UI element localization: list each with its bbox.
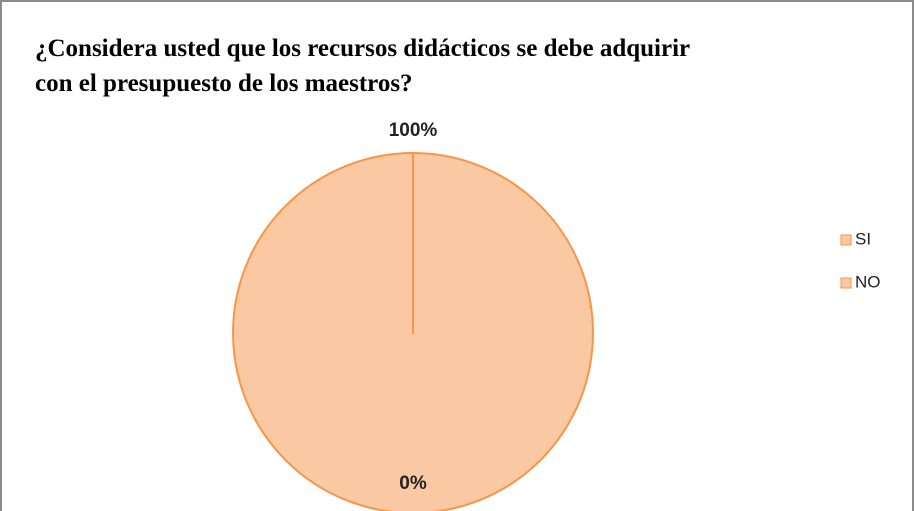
legend-label: SI [855,229,871,248]
chart-title-line: ¿Considera usted que los recursos didáct… [35,35,690,62]
legend-label: NO [855,272,881,291]
legend-swatch [840,234,852,246]
data-label: 100% [389,120,438,141]
data-label: 0% [399,473,427,494]
chart-title-line: con el presupuesto de los maestros? [35,70,413,97]
legend-swatch [840,277,852,289]
